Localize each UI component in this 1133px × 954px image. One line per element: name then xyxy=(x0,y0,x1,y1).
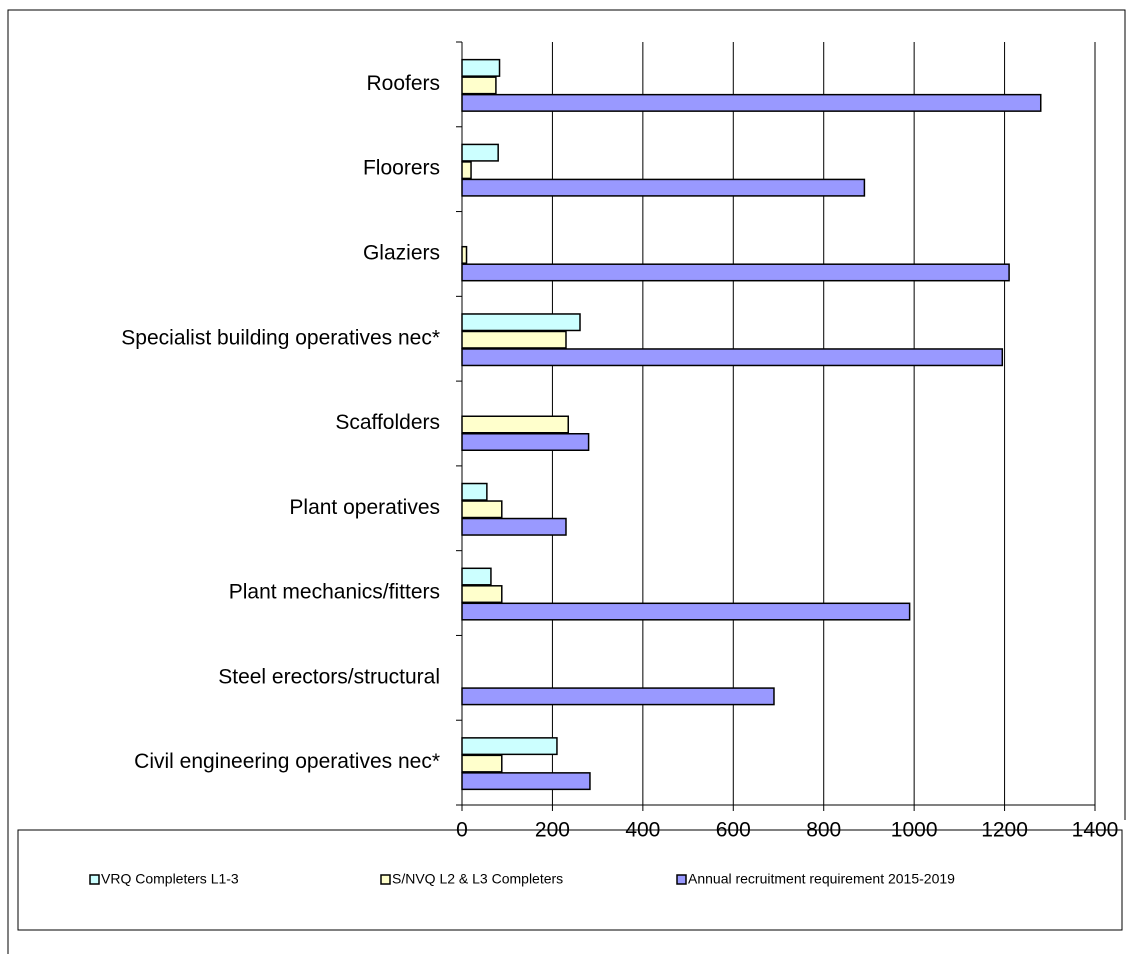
legend-label: S/NVQ L2 & L3 Completers xyxy=(392,871,563,887)
y-tick-label: Civil engineering operatives nec* xyxy=(134,750,440,773)
bar xyxy=(461,772,591,791)
bar xyxy=(461,263,1010,282)
legend-label: Annual recruitment requirement 2015-2019 xyxy=(688,871,955,887)
legend-swatch xyxy=(380,874,391,885)
bar xyxy=(461,415,570,434)
bar xyxy=(461,754,503,773)
bar xyxy=(461,330,567,349)
y-tick-label: Steel erectors/structural xyxy=(218,665,440,688)
bar xyxy=(461,602,911,621)
bar xyxy=(461,58,501,77)
x-tick-label: 1000 xyxy=(891,819,938,842)
y-tick-label: Plant mechanics/fitters xyxy=(229,581,440,604)
legend-swatch xyxy=(676,874,687,885)
bar xyxy=(461,500,503,519)
x-tick-label: 600 xyxy=(716,819,751,842)
y-tick-label: Scaffolders xyxy=(335,411,440,434)
legend-swatch xyxy=(89,874,100,885)
x-tick-label: 0 xyxy=(456,819,468,842)
y-tick-label: Glaziers xyxy=(363,241,440,264)
y-tick-label: Specialist building operatives nec* xyxy=(121,326,440,349)
bar xyxy=(461,245,468,264)
bar xyxy=(461,433,590,451)
bar xyxy=(461,161,472,180)
bar xyxy=(461,76,497,95)
bar xyxy=(461,178,866,197)
legend-label: VRQ Completers L1-3 xyxy=(101,871,239,887)
x-tick-label: 1400 xyxy=(1072,819,1119,842)
bar xyxy=(461,567,492,586)
bar xyxy=(461,585,503,604)
y-tick-label: Floorers xyxy=(363,157,440,180)
bar xyxy=(461,313,581,332)
bar xyxy=(461,482,488,501)
y-tick-label: Plant operatives xyxy=(289,496,440,519)
bar xyxy=(461,93,1042,112)
x-tick-label: 200 xyxy=(535,819,570,842)
bar xyxy=(461,687,775,706)
x-tick-label: 800 xyxy=(806,819,841,842)
bar xyxy=(461,517,567,536)
x-tick-label: 1200 xyxy=(981,819,1028,842)
bar xyxy=(461,143,499,162)
chart-frame xyxy=(7,9,1126,954)
bar xyxy=(461,737,558,756)
y-tick-label: Roofers xyxy=(366,72,440,95)
x-tick-label: 400 xyxy=(625,819,660,842)
legend-box xyxy=(17,829,1123,931)
bar xyxy=(461,348,1004,367)
